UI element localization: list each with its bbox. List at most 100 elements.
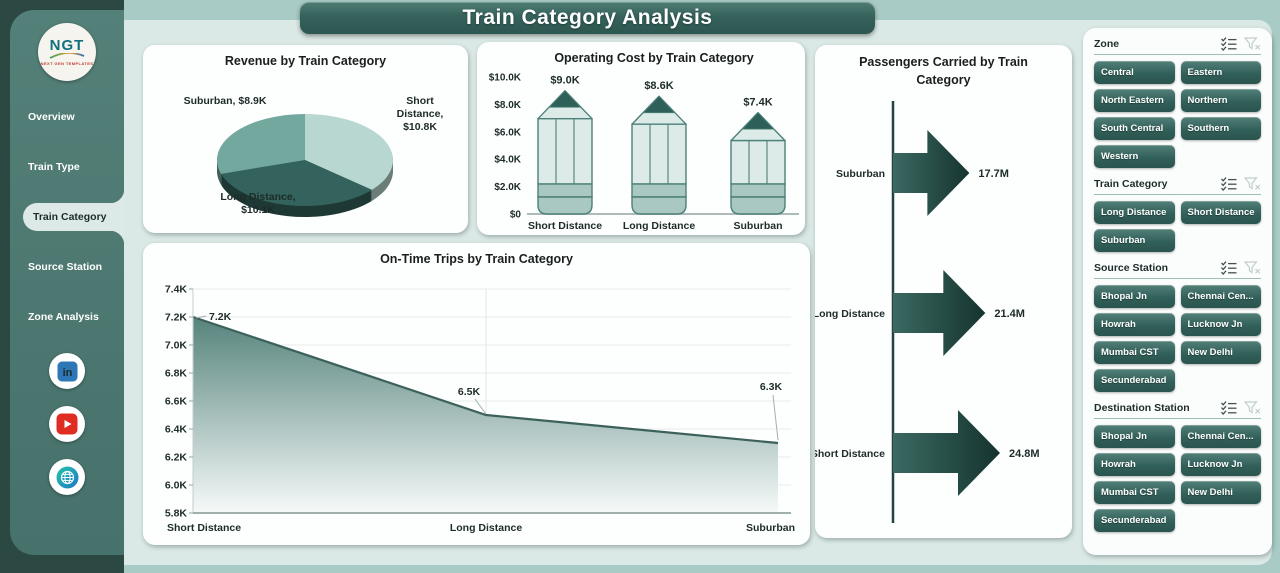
- sidebar: NGT NEXT GEN TEMPLATES Overview Train Typ…: [10, 10, 124, 555]
- multi-select-icon[interactable]: [1221, 401, 1237, 415]
- filter-option-zone-eastern[interactable]: Eastern: [1180, 61, 1261, 84]
- pencil-bar-short-distance: $9.0K Short Distance: [528, 75, 602, 232]
- svg-text:Short Distance: Short Distance: [528, 220, 602, 232]
- svg-text:17.7M: 17.7M: [978, 168, 1009, 180]
- pie-data-label-short-distance: Short Distance, $10.8K: [396, 95, 444, 134]
- sidebar-item-zone-analysis[interactable]: Zone Analysis: [10, 303, 124, 331]
- clear-filter-icon[interactable]: [1244, 177, 1261, 191]
- multi-select-icon[interactable]: [1221, 261, 1237, 275]
- passengers-arrow-bar-chart[interactable]: 17.7M Suburban 21.4M Long Distance 24.8M Shor…: [815, 45, 1072, 538]
- filter-header-train-category: Train Category: [1094, 177, 1261, 195]
- svg-text:Suburban: Suburban: [746, 522, 795, 534]
- svg-text:Long Distance: Long Distance: [450, 522, 523, 534]
- operating-cost-pencil-bar-chart[interactable]: $0 $2.0K $4.0K $6.0K $8.0K $10.0K $9.0K Short D…: [477, 42, 805, 235]
- svg-text:$2.0K: $2.0K: [494, 182, 521, 193]
- passengers-chart-title: Passengers Carried by Train Category: [859, 55, 1028, 87]
- clear-filter-icon[interactable]: [1244, 261, 1261, 275]
- svg-text:$0: $0: [510, 210, 522, 221]
- filter-option-source-station-bhopal-jn[interactable]: Bhopal Jn: [1094, 285, 1175, 308]
- filter-option-zone-northern[interactable]: Northern: [1180, 89, 1261, 112]
- filter-section-zone: Zone Central Eastern North Eastern Northern S…: [1094, 37, 1261, 168]
- revenue-chart-title: Revenue by Train Category: [224, 54, 387, 68]
- svg-text:6.3K: 6.3K: [760, 381, 783, 393]
- multi-select-icon[interactable]: [1221, 177, 1237, 191]
- filter-option-source-station-new-delhi[interactable]: New Delhi: [1180, 341, 1261, 364]
- sidebar-item-source-station[interactable]: Source Station: [10, 253, 124, 281]
- filter-section-destination-station: Destination Station Bhopal Jn Chennai Cen.…: [1094, 401, 1261, 532]
- sidebar-item-label: Train Type: [28, 161, 80, 173]
- filter-title: Source Station: [1094, 262, 1169, 274]
- filter-option-destination-station-bhopal-jn[interactable]: Bhopal Jn: [1094, 425, 1175, 448]
- svg-text:5.8K: 5.8K: [165, 508, 188, 520]
- filter-option-train-category-suburban[interactable]: Suburban: [1094, 229, 1175, 252]
- logo-swoosh-icon: [49, 52, 85, 59]
- pie-data-label-long-distance: Long Distance, $10.1K: [220, 191, 296, 217]
- filter-options-grid: Long Distance Short Distance Suburban: [1094, 201, 1261, 252]
- on-time-trips-area-chart[interactable]: 5.8K 6.0K 6.2K 6.4K 6.6K 6.8K 7.0K 7.2K 7.4K Shor…: [143, 243, 810, 545]
- svg-text:7.0K: 7.0K: [165, 340, 188, 352]
- filter-option-destination-station-chennai-cen[interactable]: Chennai Cen...: [1180, 425, 1261, 448]
- filter-option-destination-station-howrah[interactable]: Howrah: [1094, 453, 1175, 476]
- filter-option-destination-station-new-delhi[interactable]: New Delhi: [1180, 481, 1261, 504]
- filter-option-source-station-chennai-cen[interactable]: Chennai Cen...: [1180, 285, 1261, 308]
- multi-select-icon[interactable]: [1221, 37, 1237, 51]
- svg-text:6.5K: 6.5K: [458, 386, 481, 398]
- filter-options-grid: Central Eastern North Eastern Northern South…: [1094, 61, 1261, 168]
- linkedin-icon[interactable]: in: [49, 353, 85, 389]
- clear-filter-icon[interactable]: [1244, 401, 1261, 415]
- filter-option-train-category-short-distance[interactable]: Short Distance: [1180, 201, 1261, 224]
- sidebar-item-overview[interactable]: Overview: [10, 103, 124, 131]
- filter-option-zone-north-eastern[interactable]: North Eastern: [1094, 89, 1175, 112]
- svg-text:Long Distance: Long Distance: [623, 220, 696, 232]
- sidebar-nav: Overview Train Type Train Category Source S…: [10, 103, 124, 331]
- youtube-icon[interactable]: [49, 406, 85, 442]
- filter-option-zone-western[interactable]: Western: [1094, 145, 1175, 168]
- filter-option-source-station-mumbai-cst[interactable]: Mumbai CST: [1094, 341, 1175, 364]
- filter-panel: Zone Central Eastern North Eastern Northern S…: [1083, 28, 1272, 555]
- sidebar-socials: in: [10, 353, 124, 495]
- svg-text:Short Distance: Short Distance: [815, 448, 885, 460]
- filter-header-zone: Zone: [1094, 37, 1261, 55]
- sidebar-item-label: Zone Analysis: [28, 311, 99, 323]
- pencil-bar-suburban: $7.4K Suburban: [730, 97, 786, 232]
- svg-text:7.4K: 7.4K: [165, 284, 188, 296]
- svg-text:6.2K: 6.2K: [165, 452, 188, 464]
- filter-option-zone-southern[interactable]: Southern: [1180, 117, 1261, 140]
- sidebar-item-label: Overview: [28, 111, 75, 123]
- website-globe-icon[interactable]: [49, 459, 85, 495]
- filter-option-source-station-howrah[interactable]: Howrah: [1094, 313, 1175, 336]
- filter-option-zone-central[interactable]: Central: [1094, 61, 1175, 84]
- filter-section-source-station: Source Station Bhopal Jn Chennai Cen... How…: [1094, 261, 1261, 392]
- sidebar-item-train-type[interactable]: Train Type: [10, 153, 124, 181]
- svg-text:$8.0K: $8.0K: [494, 100, 521, 111]
- on-time-chart-title: On-Time Trips by Train Category: [380, 252, 573, 266]
- revenue-pie-chart[interactable]: [143, 45, 468, 233]
- pie-data-label-suburban: Suburban, $8.9K: [183, 95, 267, 107]
- logo-text: NGT: [49, 36, 85, 54]
- svg-text:$4.0K: $4.0K: [494, 155, 521, 166]
- sidebar-item-label: Source Station: [28, 261, 103, 273]
- filter-option-destination-station-secunderabad[interactable]: Secunderabad: [1094, 509, 1175, 532]
- filter-option-destination-station-lucknow-jn[interactable]: Lucknow Jn: [1180, 453, 1261, 476]
- filter-option-train-category-long-distance[interactable]: Long Distance: [1094, 201, 1175, 224]
- svg-text:6.6K: 6.6K: [165, 396, 188, 408]
- filter-header-destination-station: Destination Station: [1094, 401, 1261, 419]
- filter-option-source-station-secunderabad[interactable]: Secunderabad: [1094, 369, 1175, 392]
- filter-section-train-category: Train Category Long Distance Short Distanc…: [1094, 177, 1261, 252]
- svg-text:$6.0K: $6.0K: [494, 127, 521, 138]
- svg-text:24.8M: 24.8M: [1009, 448, 1040, 460]
- page-title-banner: Train Category Analysis: [300, 2, 875, 34]
- passengers-card: Passengers Carried by Train Category 17.…: [815, 45, 1072, 538]
- filter-option-zone-south-central[interactable]: South Central: [1094, 117, 1175, 140]
- svg-text:Suburban: Suburban: [734, 220, 783, 232]
- filter-option-source-station-lucknow-jn[interactable]: Lucknow Jn: [1180, 313, 1261, 336]
- pie-slices: [216, 114, 394, 218]
- svg-text:6.0K: 6.0K: [165, 480, 188, 492]
- filter-header-source-station: Source Station: [1094, 261, 1261, 279]
- page-title: Train Category Analysis: [462, 6, 713, 29]
- filter-option-destination-station-mumbai-cst[interactable]: Mumbai CST: [1094, 481, 1175, 504]
- svg-text:Short Distance: Short Distance: [167, 522, 241, 534]
- sidebar-item-train-category[interactable]: Train Category: [23, 189, 124, 245]
- clear-filter-icon[interactable]: [1244, 37, 1261, 51]
